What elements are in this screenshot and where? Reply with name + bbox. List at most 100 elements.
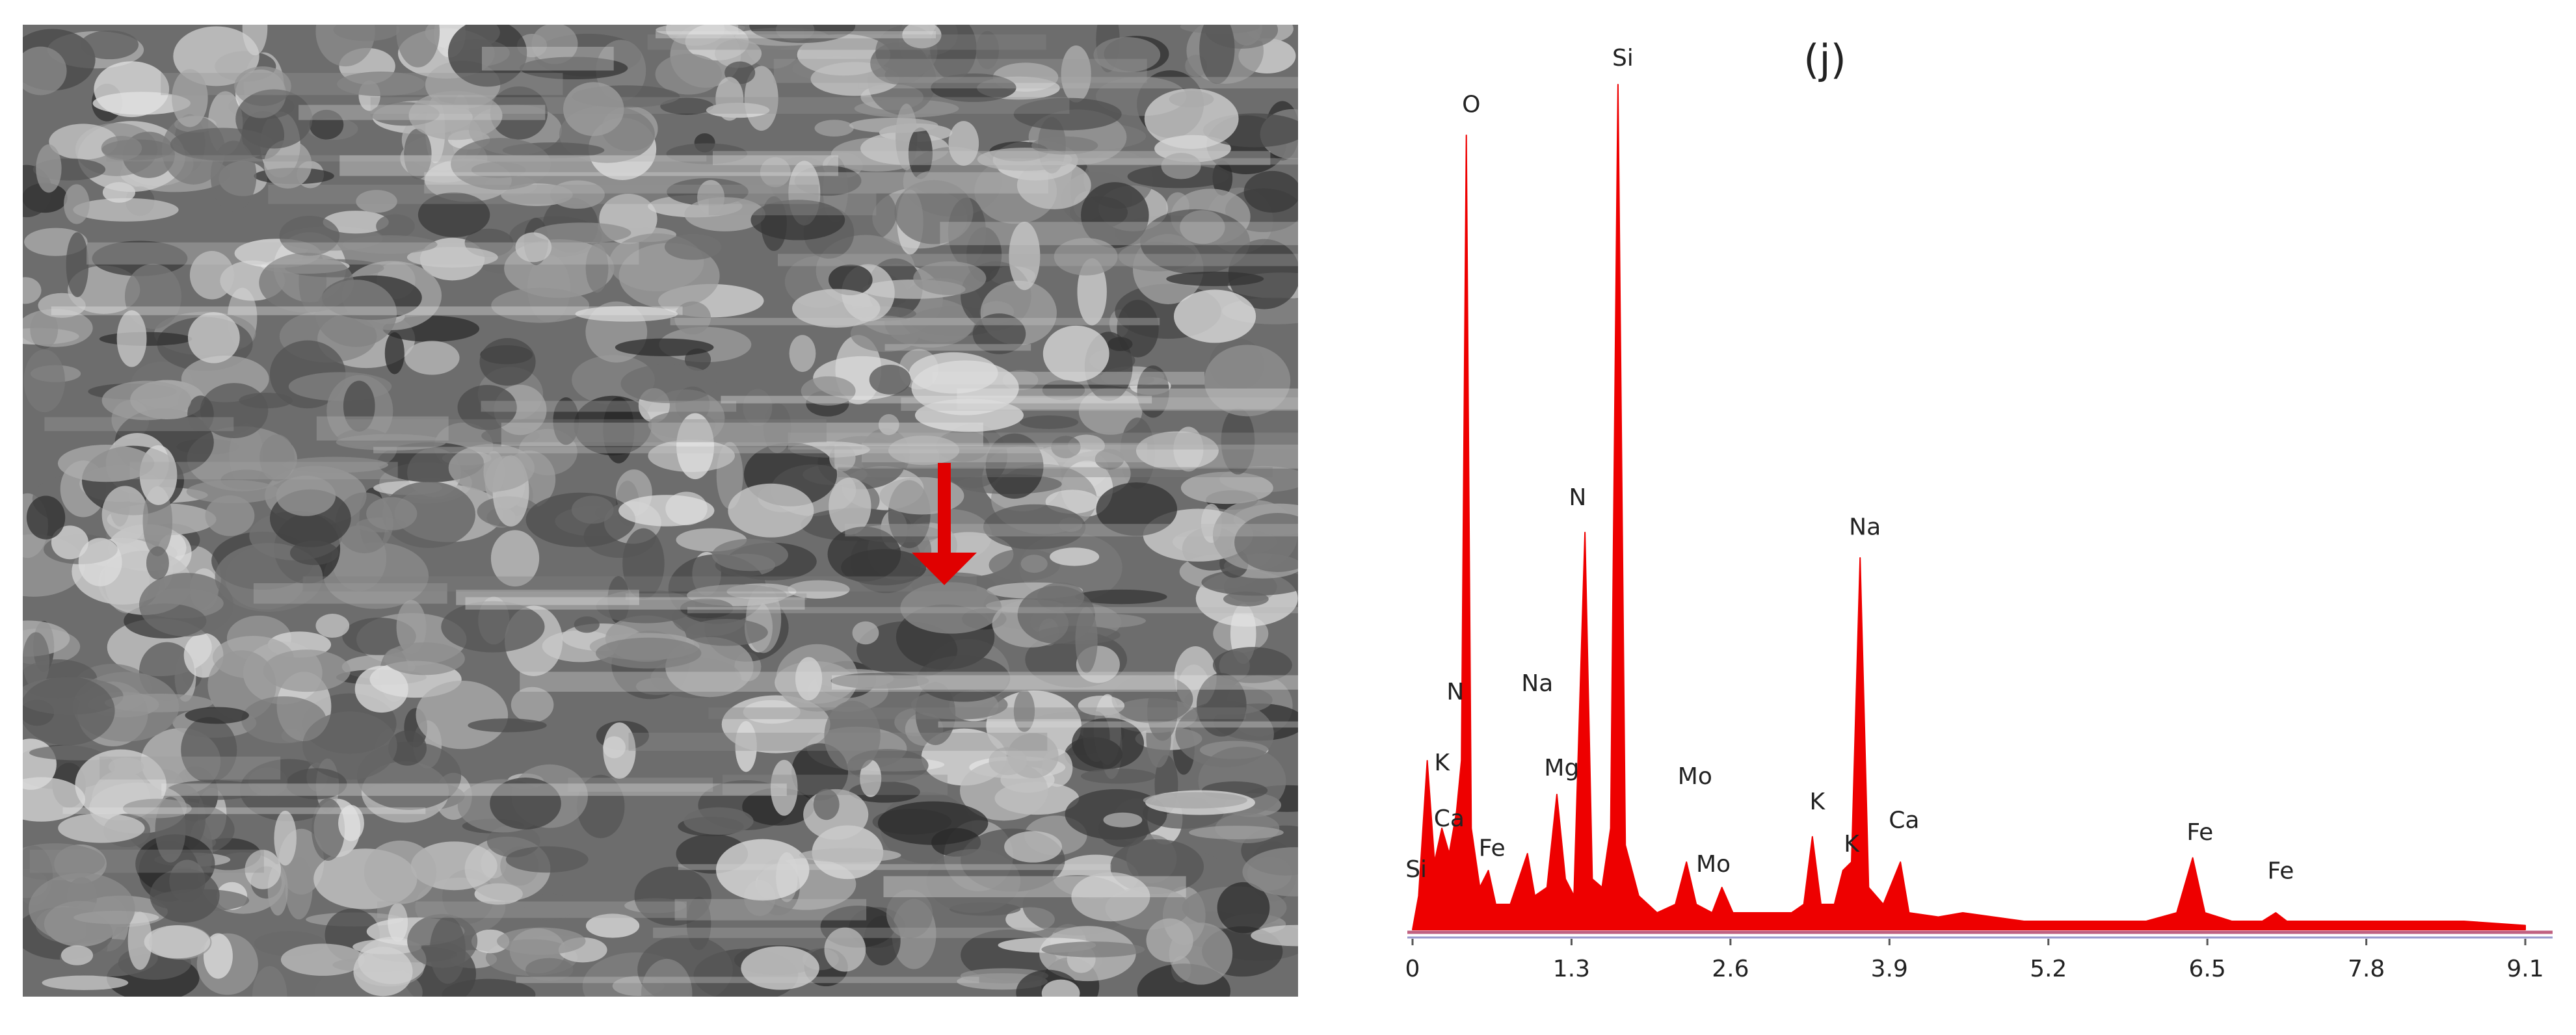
peak-label: Mo: [1696, 851, 1731, 878]
grain: [715, 77, 744, 121]
grain: [186, 480, 280, 504]
scan-streak: [628, 733, 1048, 751]
grain: [577, 774, 625, 839]
grain: [1234, 513, 1298, 572]
scan-streak: [268, 185, 819, 204]
peak-label: Mg: [1544, 755, 1579, 781]
scan-streak: [501, 423, 983, 447]
grain: [1166, 271, 1264, 287]
grain: [187, 395, 214, 433]
grain: [146, 546, 169, 580]
scan-streak: [339, 155, 838, 176]
grain: [51, 525, 88, 560]
grain: [888, 435, 960, 465]
grain: [741, 946, 819, 990]
grain: [603, 722, 636, 779]
grain: [429, 916, 466, 984]
x-tick-label: 3.9: [1871, 956, 1908, 982]
grain: [483, 451, 505, 493]
grain: [1050, 547, 1100, 566]
grain: [408, 90, 503, 140]
scan-streak: [712, 151, 1271, 165]
grain: [618, 495, 715, 527]
scan-streak: [957, 388, 1298, 410]
grain: [615, 338, 714, 356]
grain: [338, 805, 364, 841]
grain: [1042, 325, 1109, 382]
grain: [78, 538, 122, 586]
peak-label: K: [1844, 831, 1860, 858]
grain: [1161, 153, 1201, 179]
grain: [342, 235, 438, 254]
grain: [1199, 25, 1235, 85]
grain: [416, 680, 509, 750]
grain: [26, 495, 66, 540]
grain: [490, 777, 561, 830]
grain: [1075, 607, 1098, 674]
scan-streak: [370, 97, 1070, 114]
grain: [801, 376, 856, 406]
scan-streak: [901, 397, 1298, 411]
grain: [1013, 98, 1122, 131]
grain: [285, 768, 347, 800]
scan-streak: [653, 927, 1091, 938]
scan-streak: [845, 523, 1298, 537]
grain: [479, 338, 536, 386]
grain: [985, 433, 1044, 499]
grain: [986, 690, 1082, 761]
grain: [116, 310, 147, 367]
grain: [1146, 918, 1193, 962]
grain: [205, 495, 255, 536]
red-arrow: [912, 463, 977, 585]
x-tick-label: 1.3: [1553, 956, 1590, 982]
grain: [406, 246, 498, 268]
grain: [828, 264, 873, 296]
grain: [150, 868, 220, 923]
grain: [1075, 589, 1167, 605]
grain: [575, 306, 678, 322]
grain: [108, 757, 144, 776]
grain: [124, 263, 182, 329]
grain: [715, 839, 810, 901]
grain: [496, 927, 586, 955]
grain: [634, 867, 711, 926]
grain: [396, 25, 440, 68]
grain: [1189, 826, 1284, 840]
grain: [276, 475, 336, 516]
peak-label: N: [1446, 679, 1464, 705]
scan-streak: [883, 876, 1186, 898]
grain: [585, 243, 609, 293]
scan-streak: [373, 447, 1044, 454]
scan-streak: [161, 73, 563, 96]
grain: [948, 121, 979, 166]
grain: [1016, 161, 1091, 209]
grain: [1072, 717, 1145, 769]
grain: [323, 211, 389, 234]
grain: [900, 582, 1002, 634]
grain: [312, 798, 345, 861]
peak-label: Na: [1521, 670, 1553, 697]
scan-streak: [670, 317, 1160, 326]
grain: [743, 389, 773, 426]
grain: [1081, 182, 1149, 248]
scan-streak: [996, 158, 1298, 165]
grain: [1243, 170, 1298, 213]
x-tick-label: 6.5: [2189, 956, 2226, 982]
x-tick-label: 2.6: [1712, 956, 1749, 982]
grain: [1009, 221, 1041, 291]
grain: [989, 747, 1027, 776]
grain: [280, 943, 365, 976]
grain: [664, 233, 722, 260]
peak-label: Fe: [1479, 835, 1506, 862]
grain: [563, 82, 624, 137]
grain: [814, 120, 854, 137]
peak-label: Ca: [1889, 807, 1919, 834]
grain: [36, 144, 62, 193]
grain: [442, 978, 536, 997]
grain: [274, 811, 297, 866]
grain: [471, 929, 510, 954]
grain: [511, 687, 554, 723]
scan-streak: [99, 756, 281, 780]
grain: [869, 365, 911, 395]
scan-streak: [647, 34, 1046, 50]
